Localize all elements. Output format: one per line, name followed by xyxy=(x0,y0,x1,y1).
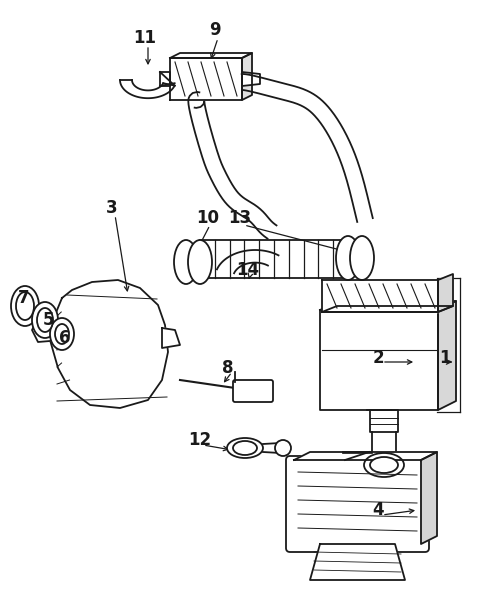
Text: 11: 11 xyxy=(134,29,156,47)
Polygon shape xyxy=(170,53,252,58)
Polygon shape xyxy=(162,328,180,348)
Ellipse shape xyxy=(227,438,263,458)
Polygon shape xyxy=(320,310,438,410)
Polygon shape xyxy=(310,544,405,580)
Polygon shape xyxy=(320,301,456,310)
Ellipse shape xyxy=(350,236,374,280)
Text: 3: 3 xyxy=(106,199,118,217)
Ellipse shape xyxy=(37,308,53,332)
Text: 6: 6 xyxy=(59,329,71,347)
Ellipse shape xyxy=(11,286,39,326)
Text: 8: 8 xyxy=(222,359,234,377)
Polygon shape xyxy=(294,452,437,460)
Ellipse shape xyxy=(233,441,257,455)
Ellipse shape xyxy=(50,318,74,350)
Polygon shape xyxy=(170,58,242,100)
Ellipse shape xyxy=(188,240,212,284)
Text: 10: 10 xyxy=(197,209,220,227)
Polygon shape xyxy=(200,240,348,278)
Polygon shape xyxy=(438,274,453,312)
Ellipse shape xyxy=(16,292,34,320)
Polygon shape xyxy=(370,410,398,432)
FancyBboxPatch shape xyxy=(233,380,273,402)
Ellipse shape xyxy=(370,457,398,473)
Text: 12: 12 xyxy=(188,431,212,449)
Polygon shape xyxy=(322,306,453,312)
Ellipse shape xyxy=(174,240,198,284)
Ellipse shape xyxy=(275,440,291,456)
Polygon shape xyxy=(421,452,437,544)
Text: 9: 9 xyxy=(209,21,221,39)
Polygon shape xyxy=(242,72,260,86)
Text: 14: 14 xyxy=(237,261,259,279)
Text: 5: 5 xyxy=(42,311,54,329)
Polygon shape xyxy=(217,250,278,273)
Polygon shape xyxy=(242,74,373,222)
Polygon shape xyxy=(188,92,276,238)
Polygon shape xyxy=(160,72,170,86)
FancyBboxPatch shape xyxy=(286,456,429,552)
Polygon shape xyxy=(50,280,168,408)
Text: 13: 13 xyxy=(228,209,252,227)
Text: 7: 7 xyxy=(18,289,30,307)
Polygon shape xyxy=(32,318,62,342)
Ellipse shape xyxy=(32,302,58,338)
Polygon shape xyxy=(322,280,438,312)
Polygon shape xyxy=(438,301,456,410)
Polygon shape xyxy=(242,53,252,100)
Ellipse shape xyxy=(336,236,360,280)
Text: 4: 4 xyxy=(372,501,384,519)
Ellipse shape xyxy=(55,324,69,344)
Text: 2: 2 xyxy=(372,349,384,367)
Ellipse shape xyxy=(364,453,404,477)
Text: 1: 1 xyxy=(439,349,451,367)
